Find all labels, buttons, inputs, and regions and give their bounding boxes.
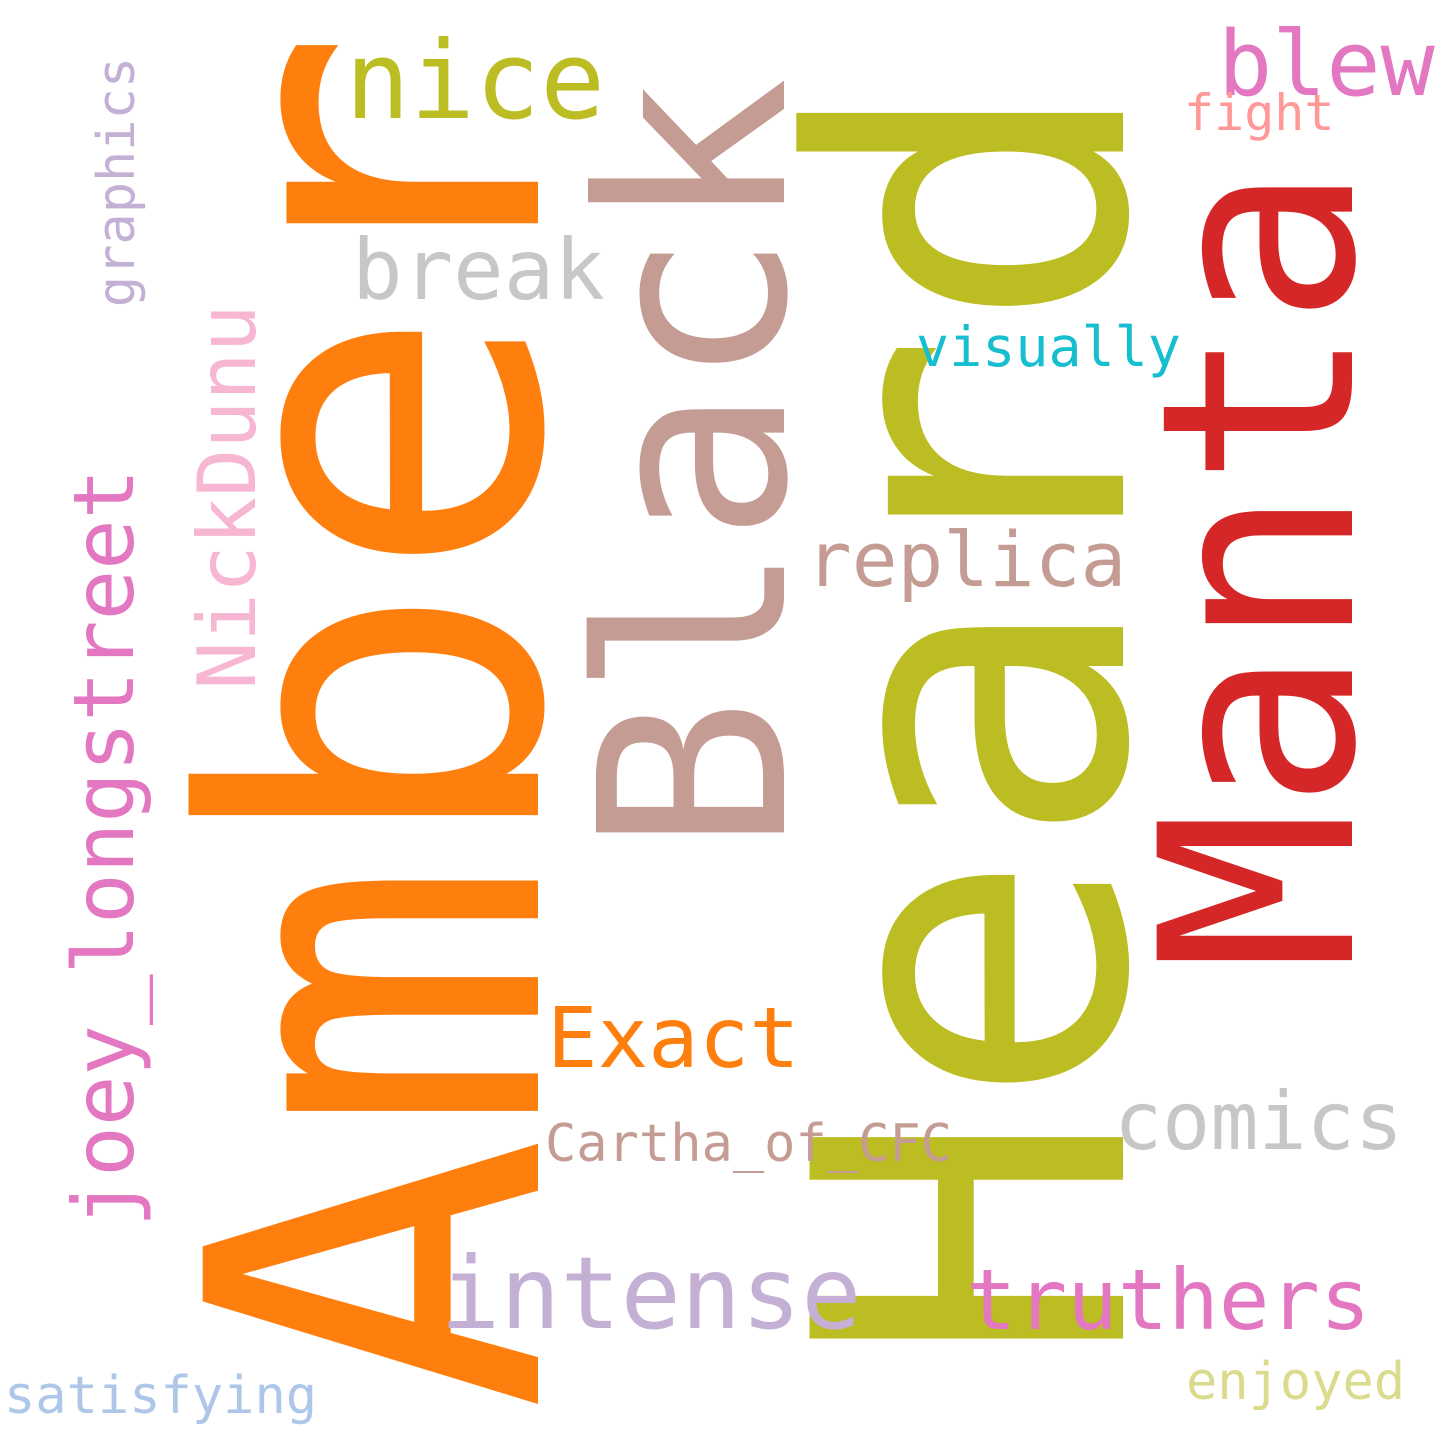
word-fight: fight [1184, 84, 1335, 142]
word-nickdunu: NickDunu [181, 304, 274, 690]
word-enjoyed: enjoyed [1186, 1352, 1406, 1412]
word-graphics: graphics [87, 56, 147, 308]
word-cartha-of-cfc: Cartha_of_CFC [545, 1114, 952, 1174]
word-satisfying: satisfying [4, 1366, 318, 1426]
word-replica: replica [806, 515, 1127, 604]
word-break: break [352, 221, 605, 319]
word-visually: visually [916, 315, 1181, 379]
word-truthers: truthers [966, 1251, 1371, 1349]
word-manta: Manta [1104, 164, 1416, 972]
word-black: Black [545, 76, 845, 854]
word-comics: comics [1114, 1075, 1403, 1168]
word-exact: Exact [547, 989, 800, 1087]
word-blew: blew [1218, 12, 1435, 117]
word-nice: nice [345, 19, 606, 144]
word-joey-longstreet: joey_longstreet [55, 468, 153, 1228]
word-intense: intense [440, 1235, 862, 1352]
